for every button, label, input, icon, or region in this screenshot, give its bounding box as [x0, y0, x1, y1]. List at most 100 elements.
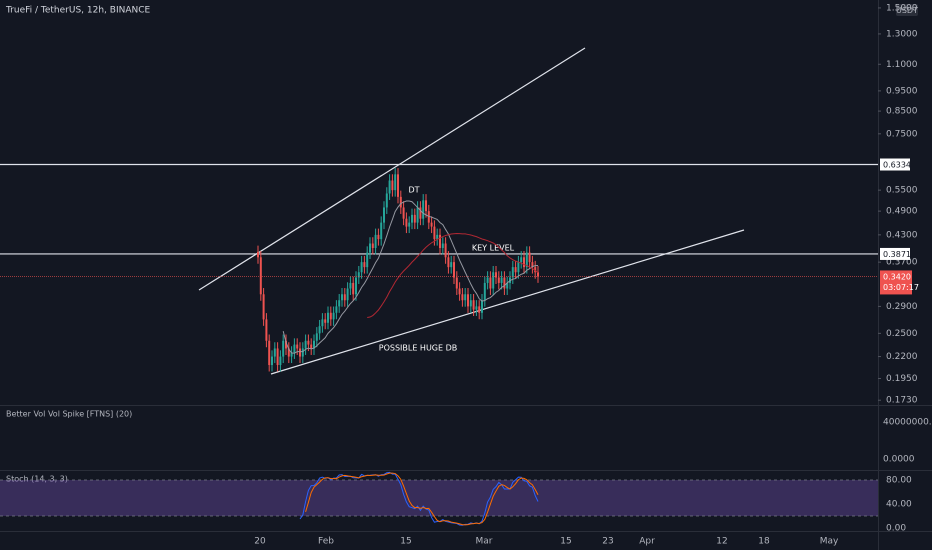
- candle-body: [366, 252, 369, 268]
- candle-body: [268, 340, 271, 366]
- candle-body: [363, 262, 366, 268]
- candle-body: [360, 262, 363, 273]
- candle-body: [287, 348, 290, 357]
- y-tick-label: 0.4900: [886, 207, 918, 217]
- candle-body: [321, 319, 324, 327]
- candle-body: [374, 234, 377, 248]
- candle-body: [332, 312, 335, 320]
- x-tick-label: 12: [716, 537, 727, 547]
- candle-body: [430, 222, 433, 227]
- price-label: 0.6334: [883, 161, 911, 170]
- candle-body: [271, 356, 273, 366]
- candle-body: [486, 277, 489, 283]
- trendline: [198, 47, 586, 291]
- candle-body: [528, 252, 531, 263]
- moving-average: [367, 232, 539, 319]
- candle-body: [273, 348, 276, 357]
- x-tick-label: 15: [560, 537, 571, 547]
- candle-body: [307, 340, 310, 345]
- x-tick-label: 20: [254, 537, 266, 547]
- x-tick-label: Feb: [318, 537, 334, 547]
- candle-body: [355, 277, 357, 295]
- candle-body: [338, 300, 341, 307]
- y-tick-label: 0.3700: [886, 258, 918, 268]
- candle-body: [469, 300, 472, 307]
- candle-body: [453, 262, 455, 278]
- candle-body: [397, 174, 399, 197]
- candle-body: [467, 294, 469, 307]
- candle-body: [517, 262, 520, 273]
- candle-body: [290, 352, 293, 357]
- currency-badge: [896, 4, 918, 16]
- candle-body: [475, 306, 478, 310]
- candle-body: [262, 294, 265, 320]
- candle-body: [464, 294, 467, 301]
- x-tick-label: 15: [400, 537, 411, 547]
- candle-body: [534, 267, 537, 273]
- candle-body: [436, 234, 439, 240]
- candle-body: [279, 356, 282, 366]
- y-tick-label: 0.4300: [886, 230, 918, 240]
- candle-body: [318, 326, 321, 334]
- candle-body: [523, 257, 525, 268]
- candle-body: [444, 243, 447, 258]
- candle-body: [506, 282, 509, 289]
- y-tick-label: 0.9500: [886, 86, 918, 96]
- stoch-band: [0, 480, 878, 516]
- symbol-title: TrueFi / TetherUS, 12h, BINANCE: [5, 6, 151, 16]
- candle-body: [531, 262, 534, 268]
- y-tick-label: 0.5500: [886, 186, 918, 196]
- x-tick-label: May: [820, 537, 839, 547]
- candle-body: [413, 214, 416, 223]
- candle-body: [408, 222, 411, 227]
- y-tick-label: 0.2500: [886, 329, 918, 339]
- x-tick-label: 23: [602, 537, 613, 547]
- currency: USDT: [896, 6, 918, 15]
- candle-body: [447, 257, 450, 268]
- candle-body: [259, 257, 262, 295]
- candle-body: [296, 344, 299, 349]
- countdown: 03:07:17: [883, 283, 919, 292]
- y-tick-label: 80.00: [886, 476, 912, 486]
- candle-body: [293, 344, 296, 353]
- y-tick-label: 1.1000: [886, 60, 918, 70]
- candle-body: [352, 282, 355, 295]
- candle-body: [371, 243, 374, 248]
- candle-body: [433, 226, 436, 240]
- candle-body: [481, 300, 483, 313]
- candle-body: [441, 243, 444, 248]
- candle-body: [394, 174, 397, 191]
- candle-body: [405, 218, 408, 227]
- candle-body: [388, 180, 391, 194]
- y-tick-label: 1.5000: [886, 3, 918, 13]
- candle-body: [461, 294, 464, 301]
- candle-body: [416, 207, 419, 223]
- y-tick-label: 0.1730: [886, 396, 918, 406]
- candle-body: [324, 319, 327, 323]
- candle-body: [327, 312, 329, 323]
- volume-title: Better Vol Vol Spike [FTNS] (20): [6, 410, 132, 419]
- candle-body: [455, 277, 458, 289]
- candle-body: [265, 319, 268, 341]
- candle-body: [489, 277, 492, 289]
- candle-body: [299, 348, 301, 357]
- x-tick-label: 18: [758, 537, 770, 547]
- annotation: KEY LEVEL: [472, 244, 515, 253]
- price-label: 0.3871: [883, 250, 911, 259]
- candle-body: [335, 306, 338, 313]
- candle-body: [313, 340, 315, 349]
- candle-body: [419, 207, 422, 219]
- candle-body: [310, 344, 313, 349]
- candle-body: [450, 262, 453, 268]
- y-tick-label: 0.7500: [886, 129, 918, 139]
- candle-body: [411, 214, 413, 223]
- x-tick-label: Apr: [639, 537, 655, 547]
- y-tick-label: 0.2900: [886, 302, 918, 312]
- candle-body: [357, 272, 360, 278]
- candle-body: [511, 267, 514, 278]
- candle-body: [514, 267, 517, 273]
- candle-body: [391, 180, 394, 191]
- candle-body: [500, 277, 503, 283]
- candle-body: [503, 277, 506, 289]
- candle-body: [422, 200, 425, 219]
